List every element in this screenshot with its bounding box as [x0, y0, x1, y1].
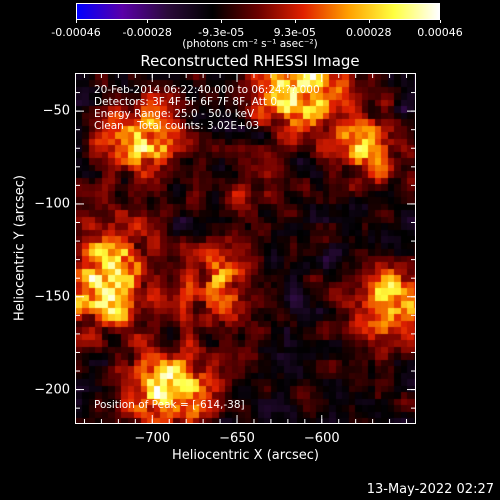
- info-line-clean: Clean Total counts: 3.02E+03: [94, 120, 260, 132]
- y-axis-label: Heliocentric Y (arcsec): [12, 175, 28, 321]
- colorbar-tick-mark: [221, 20, 223, 23]
- colorbar-tick-label: -0.00046: [51, 26, 101, 39]
- colorbar: [76, 3, 440, 20]
- plot-title: Reconstructed RHESSI Image: [140, 52, 360, 70]
- x-tick-label: −700: [134, 431, 171, 446]
- x-tick-label: −600: [303, 431, 340, 446]
- y-tick-label: −100: [34, 196, 70, 212]
- colorbar-tick-mark: [368, 20, 370, 23]
- colorbar-tick-label: 9.3e-05: [273, 26, 316, 39]
- axis-tick-marks: [76, 74, 415, 423]
- datestamp: 13-May-2022 02:27: [366, 482, 494, 497]
- plot-area: 20-Feb-2014 06:22:40.000 to 06:24:??.000…: [75, 73, 416, 424]
- colorbar-tick-label: 0.00028: [346, 26, 392, 39]
- y-tick-label: −50: [42, 103, 70, 119]
- colorbar-tick-mark: [440, 20, 441, 23]
- info-line-detectors: Detectors: 3F 4F 5F 6F 7F 8F, Att 0: [94, 96, 278, 108]
- colorbar-tick-mark: [76, 20, 77, 23]
- info-line-energy: Energy Range: 25.0 - 50.0 keV: [94, 108, 255, 120]
- peak-position-label: Position of Peak = [-614,-38]: [94, 399, 245, 411]
- colorbar-tick-label: -9.3e-05: [198, 26, 245, 39]
- heatmap-image: [76, 74, 415, 423]
- colorbar-tick-label: -0.00028: [122, 26, 172, 39]
- colorbar-units: (photons cm⁻² s⁻¹ asec⁻²): [182, 38, 318, 50]
- colorbar-tick-mark: [294, 20, 296, 23]
- colorbar-tick-mark: [147, 20, 149, 23]
- x-tick-label: −650: [219, 431, 255, 446]
- y-tick-label: −150: [34, 289, 70, 305]
- y-tick-label: −200: [34, 382, 70, 398]
- info-line-time: 20-Feb-2014 06:22:40.000 to 06:24:??.000: [94, 84, 320, 96]
- colorbar-tick-label: 0.00046: [417, 26, 463, 39]
- x-axis-label: Heliocentric X (arcsec): [172, 448, 319, 463]
